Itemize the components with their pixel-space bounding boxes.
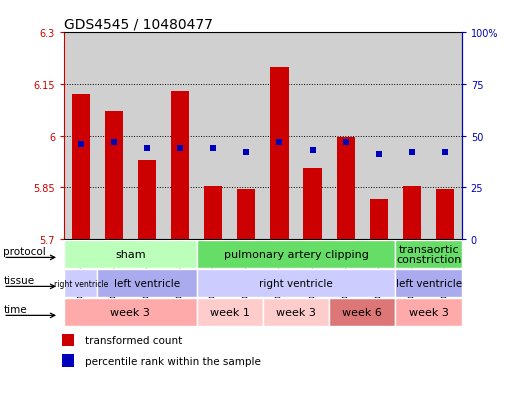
Bar [396,33,428,240]
Bar [72,95,90,240]
Bar [329,298,396,326]
Bar [270,67,289,240]
Text: right ventricle: right ventricle [53,279,108,288]
Bar [164,33,196,240]
Bar [62,354,74,367]
Bar [396,240,462,268]
Bar [64,298,196,326]
Text: sham: sham [115,249,146,259]
Text: right ventricle: right ventricle [259,278,333,288]
Bar [62,334,74,347]
Bar [237,190,255,240]
Bar [130,33,164,240]
Bar [64,269,97,297]
Text: pulmonary artery clipping: pulmonary artery clipping [224,249,368,259]
Bar [263,33,296,240]
Text: week 1: week 1 [210,307,250,317]
Text: percentile rank within the sample: percentile rank within the sample [85,356,261,366]
Text: week 6: week 6 [342,307,382,317]
Bar [428,33,462,240]
Bar [196,298,263,326]
Bar [97,269,196,297]
Text: week 3: week 3 [110,307,150,317]
Text: week 3: week 3 [276,307,316,317]
Bar [97,33,130,240]
Bar [138,160,156,240]
Text: protocol: protocol [3,246,46,256]
Bar [171,92,189,240]
Text: GDS4545 / 10480477: GDS4545 / 10480477 [64,18,213,32]
Text: time: time [3,304,27,314]
Bar [230,33,263,240]
Bar [304,169,322,240]
Text: transaortic
constriction: transaortic constriction [396,244,461,265]
Text: transformed count: transformed count [85,336,182,346]
Text: week 3: week 3 [409,307,448,317]
Bar [64,240,196,268]
Bar [196,240,396,268]
Bar [196,269,396,297]
Bar [362,33,396,240]
Bar [337,138,355,240]
Bar [64,33,97,240]
Bar [296,33,329,240]
Bar [105,112,123,240]
Bar [204,186,222,240]
Text: left ventricle: left ventricle [114,278,180,288]
Text: left ventricle: left ventricle [396,278,462,288]
Bar [370,200,388,240]
Bar [396,298,462,326]
Bar [263,298,329,326]
Bar [403,186,421,240]
Bar [196,33,230,240]
Bar [396,269,462,297]
Bar [329,33,362,240]
Bar [436,190,454,240]
Text: tissue: tissue [3,275,34,285]
